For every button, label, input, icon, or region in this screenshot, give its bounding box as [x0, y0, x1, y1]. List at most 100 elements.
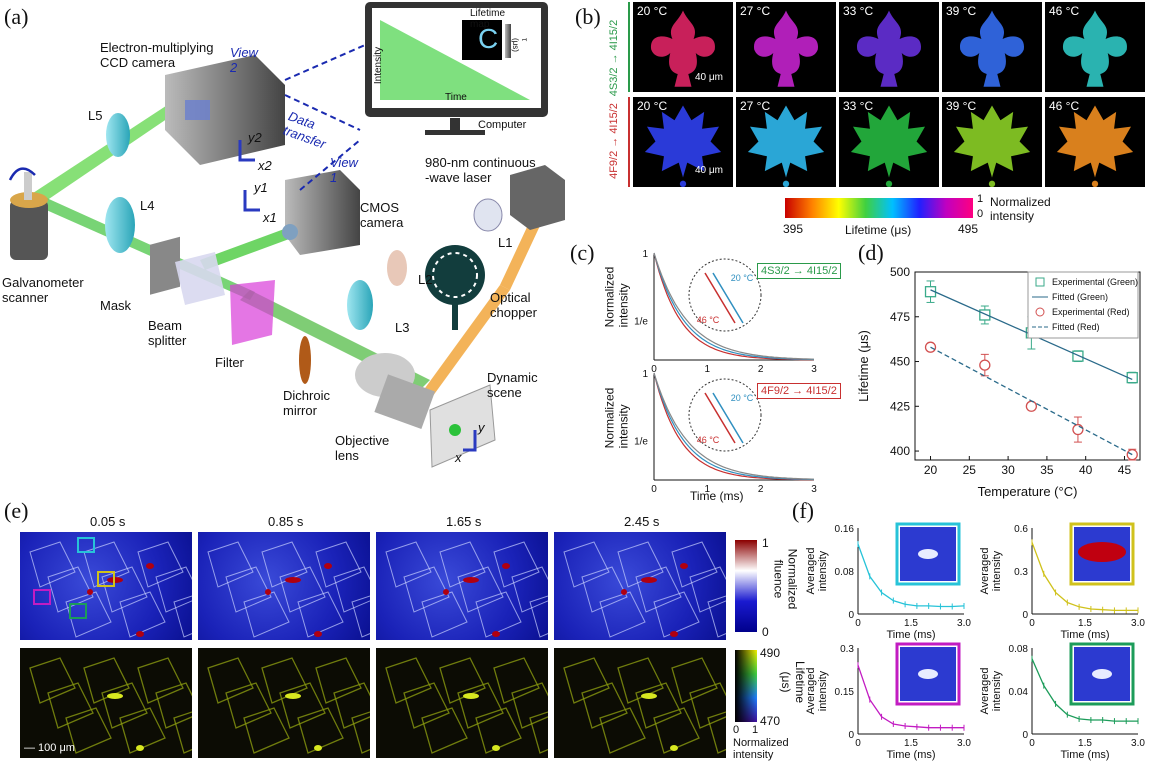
- galvo-label: Galvanometer scanner: [2, 275, 84, 305]
- leaf-shape: [644, 105, 722, 187]
- panel-b-label: (b): [575, 4, 601, 29]
- f-ytick: 0: [848, 730, 854, 741]
- lifetime-colorbar-e: [735, 650, 757, 722]
- lifetime-colorbar: [785, 198, 973, 218]
- l4-label: L4: [140, 198, 155, 213]
- c-xtick: 3: [811, 484, 817, 495]
- panel-e-lifetime-tile: — 100 μm: [20, 648, 192, 758]
- f-ytick: 0.3: [840, 644, 854, 655]
- d-legend-label: Experimental (Green): [1052, 277, 1138, 287]
- c-ytick-1e: 1/e: [634, 437, 648, 448]
- life-bottom: 470: [760, 714, 781, 728]
- d-point: [979, 309, 991, 321]
- y-label: y: [478, 420, 485, 435]
- axis-arrow-icon: [238, 140, 255, 162]
- panel-b-temp-label: 46 °C: [1049, 4, 1080, 18]
- f-ylabel: Averaged: [805, 668, 817, 715]
- mask-icon: [150, 236, 180, 295]
- f-xtick: 1.5: [1078, 738, 1092, 749]
- view2-label: View 2: [230, 45, 258, 75]
- d-xtick-label: 30: [1001, 463, 1015, 477]
- lens-l4-icon: [105, 197, 135, 253]
- lifetime-colorbar-label: Lifetime (μs): [845, 223, 912, 237]
- objective-lens-icon: [355, 353, 436, 430]
- orange-beam: [420, 285, 510, 400]
- c-inset-curve-blue: [712, 392, 744, 444]
- c-decay-curve: [653, 252, 815, 361]
- f-xtick: 1.5: [904, 738, 918, 749]
- panel-e-time-label: 0.85 s: [268, 514, 304, 529]
- leaf-shape: [1056, 105, 1134, 187]
- panel-b-temp-label: 27 °C: [740, 4, 771, 18]
- panel-e-time-label: 2.45 s: [624, 514, 660, 529]
- fluence-top: 1: [762, 536, 769, 550]
- cell-network: [385, 541, 548, 638]
- panel-b-tile: 46 °C: [1045, 97, 1145, 187]
- mask-label: Mask: [100, 298, 132, 313]
- laser-icon: [473, 165, 565, 232]
- f-ylabel: intensity: [817, 670, 829, 711]
- lens-l2-icon: [387, 250, 407, 286]
- panel-b-tile: 27 °C: [736, 2, 836, 92]
- d-legend-marker: [1035, 277, 1045, 287]
- panel-b-tile: 33 °C: [839, 2, 939, 92]
- panel-b-temp-label: 33 °C: [843, 4, 874, 18]
- cell-network-lifetime: [207, 657, 370, 754]
- fleur-shape: [651, 10, 715, 87]
- d-xtick-label: 45: [1118, 463, 1132, 477]
- d-ytick-label: 400: [890, 444, 910, 458]
- objective-label: Objective lens: [335, 433, 390, 463]
- y2-label: y2: [248, 130, 262, 145]
- panel-d-label: (d): [858, 240, 884, 265]
- green-beam-view1: [200, 225, 300, 270]
- f-xtick: 3.0: [957, 618, 971, 629]
- panel-e-lifetime-tile: [198, 648, 370, 758]
- filter-icon: [230, 280, 275, 345]
- panel-c-red-trans: 4F9/2 → 4I15/2: [757, 383, 841, 399]
- d-point: [979, 359, 991, 371]
- norm-label: Normalized intensity: [990, 195, 1051, 223]
- intensity-label: Intensity: [373, 46, 385, 85]
- f-ytick: 0.6: [1014, 524, 1028, 535]
- f-xlabel: Time (ms): [886, 749, 935, 761]
- f-roi-hotspot: [1078, 542, 1126, 562]
- f-decay-curve: [1031, 542, 1138, 612]
- c-decay-curve: [653, 372, 815, 481]
- c-inset-curve-blue: [712, 272, 744, 324]
- panel-e-time-label: 1.65 s: [446, 514, 482, 529]
- x1-label: x1: [263, 210, 277, 225]
- d-point: [1072, 350, 1084, 362]
- c-inset-46c: 46 °C: [697, 315, 720, 325]
- panel-b-temp-label: 39 °C: [946, 4, 977, 18]
- panel-e-fluence-tile: [20, 532, 192, 640]
- f-xtick: 3.0: [1131, 738, 1145, 749]
- f-decay-curve: [1031, 658, 1138, 722]
- panel-b-tile: 46 °C: [1045, 2, 1145, 92]
- d-point: [1072, 423, 1084, 436]
- panel-d-lifetime-chart: 20 25 30 35 40 45 400 425 450 475 500 Temperature (…: [856, 265, 1141, 499]
- beam-splitter-icon: [175, 252, 225, 305]
- fleur-shape: [1063, 10, 1127, 87]
- l5-label: L5: [88, 108, 103, 123]
- d-legend-marker: [1035, 307, 1045, 317]
- f-ylabel: Averaged: [979, 548, 991, 595]
- cell-network-lifetime: [563, 657, 726, 754]
- f-roi-hotspot: [1092, 669, 1112, 679]
- dichroic-mirror-icon: [299, 336, 311, 384]
- c-xtick: 1: [705, 484, 711, 495]
- panel-b-scale-bar: 40 μm: [695, 165, 723, 176]
- emccd-label: Electron-multiplying CCD camera: [100, 40, 214, 70]
- leaf-shape: [850, 105, 928, 187]
- d-xtick-label: 35: [1040, 463, 1054, 477]
- f-ytick: 0.04: [1009, 687, 1029, 698]
- f-roi-hotspot: [918, 549, 938, 559]
- f-ytick: 0.08: [835, 567, 855, 578]
- computer-icon: C: [365, 2, 548, 135]
- f-ylabel: Averaged: [979, 668, 991, 715]
- f-ylabel: Averaged: [805, 548, 817, 595]
- optical-chopper-icon: [425, 245, 485, 330]
- galvanometer-icon: [10, 172, 48, 260]
- c-inset-curve-red: [704, 272, 736, 324]
- tau-unit-label: τ (μs): [510, 38, 529, 52]
- f-xlabel: Time (ms): [886, 629, 935, 641]
